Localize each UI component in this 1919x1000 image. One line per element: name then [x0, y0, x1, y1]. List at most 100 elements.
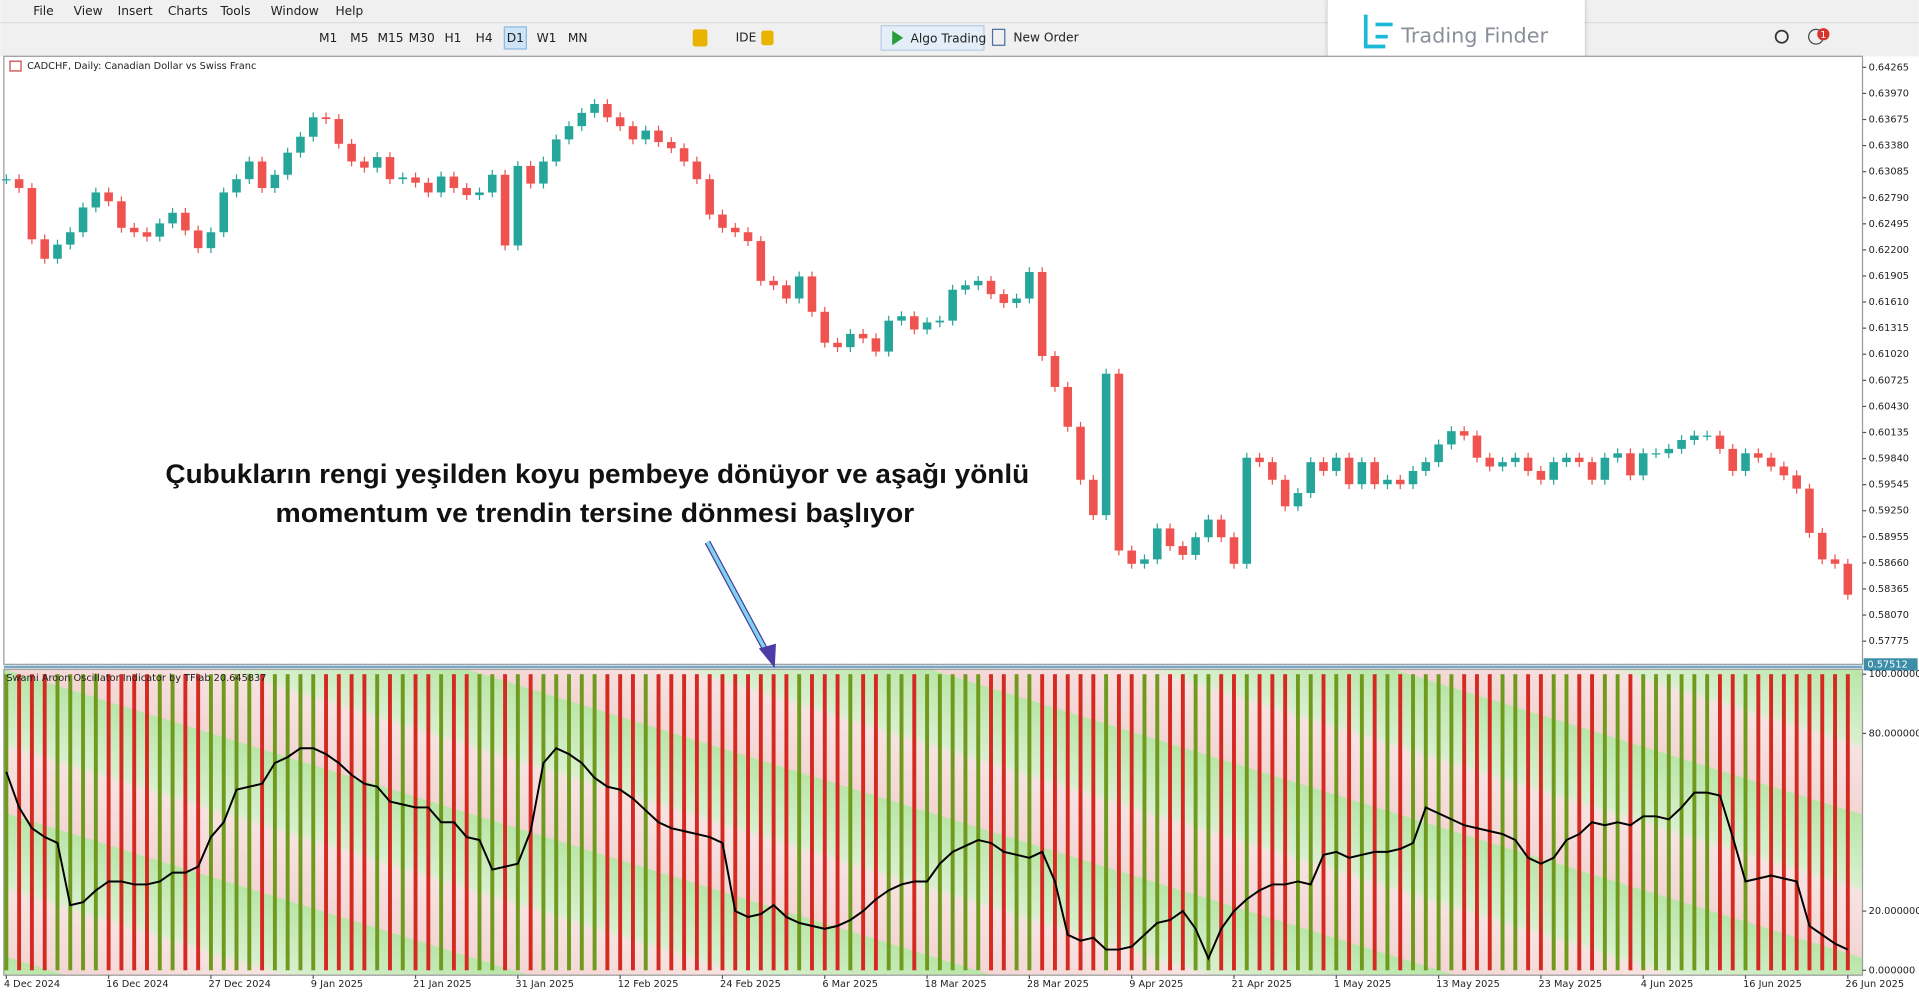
candle-body — [1076, 426, 1085, 480]
x-tick-label: 13 May 2025 — [1436, 979, 1500, 990]
oscillator-bar — [1756, 674, 1761, 971]
algo-button[interactable] — [880, 25, 985, 51]
candle-body — [1357, 462, 1367, 485]
candle-body — [1268, 462, 1277, 480]
candle-body — [206, 232, 216, 249]
oscillator-bar — [503, 674, 508, 971]
oscillator-bar — [643, 674, 648, 971]
menu-item[interactable]: Insert — [118, 4, 153, 18]
x-tick-label: 4 Jun 2025 — [1641, 979, 1694, 990]
y-tick-label: 100.000000 — [1869, 669, 1919, 680]
oscillator-bar — [528, 674, 533, 971]
price-pane — [3, 55, 1864, 666]
menu-item[interactable]: Window — [271, 4, 319, 18]
candle-body — [1332, 457, 1341, 471]
candle-body — [168, 212, 177, 224]
oscillator-bar — [1679, 674, 1684, 971]
y-tick-label: 0.59250 — [1869, 506, 1909, 517]
timeframe-button[interactable]: M30 — [409, 31, 435, 45]
y-tick-label: 0.64265 — [1869, 62, 1909, 73]
menu-item[interactable]: Charts — [168, 4, 208, 18]
menu-item[interactable]: File — [33, 4, 53, 18]
oscillator-bar — [1513, 674, 1518, 971]
new-order-button[interactable]: New Order — [1013, 30, 1079, 44]
brand-name: Trading Finder — [1400, 24, 1548, 48]
candle-body — [1293, 493, 1303, 507]
oscillator-bar — [963, 674, 968, 971]
oscillator-bar — [950, 674, 955, 971]
candle-body — [884, 320, 893, 352]
candle-body — [782, 285, 791, 299]
chart-title: CADCHF, Daily: Canadian Dollar vs Swiss … — [27, 61, 256, 72]
candle-body — [1651, 453, 1661, 455]
timeframe-button[interactable]: M1 — [319, 31, 337, 45]
oscillator-bar — [349, 674, 354, 971]
brand-logo — [1363, 14, 1393, 49]
algo-label[interactable]: Algo Trading — [911, 32, 987, 46]
candle-body — [1485, 457, 1495, 467]
x-tick-label: 4 Dec 2024 — [4, 979, 60, 990]
candle-body — [232, 179, 241, 193]
oscillator-bar — [873, 674, 878, 971]
oscillator-bar — [1142, 674, 1147, 971]
candle-body — [718, 214, 727, 228]
candle-body — [296, 136, 305, 153]
candle-body — [1127, 550, 1136, 564]
menu-item[interactable]: Help — [335, 4, 363, 18]
oscillator-bar — [1449, 674, 1454, 971]
oscillator-bar — [55, 674, 60, 971]
candle-body — [1383, 479, 1392, 485]
oscillator-bar — [132, 674, 137, 971]
oscillator-bar — [157, 674, 162, 971]
oscillator-bar — [912, 674, 917, 971]
oscillator-bar — [4, 674, 9, 971]
timeframe-button[interactable]: M15 — [377, 31, 403, 45]
ide-button[interactable]: IDE — [736, 30, 757, 44]
oscillator-bar — [554, 674, 559, 971]
oscillator-bar — [1423, 674, 1428, 971]
timeframe-button[interactable]: M5 — [350, 31, 368, 45]
x-tick-label: 16 Jun 2025 — [1743, 979, 1802, 990]
candle-body — [1562, 457, 1571, 463]
y-tick-label: 0.59545 — [1869, 480, 1909, 491]
timeframe-button[interactable]: D1 — [507, 31, 524, 45]
icon — [692, 29, 708, 47]
candle-body — [1511, 457, 1520, 463]
candle-body — [1012, 298, 1021, 303]
search-icon[interactable] — [1774, 29, 1789, 44]
oscillator-bar — [1564, 674, 1569, 971]
oscillator-bar — [1232, 674, 1236, 971]
timeframe-button[interactable]: H4 — [476, 31, 493, 45]
oscillator-bar — [618, 674, 623, 971]
oscillator-bar — [1487, 674, 1492, 971]
oscillator-bar — [1040, 674, 1045, 971]
candle-body — [743, 232, 753, 242]
candle-body — [564, 126, 574, 140]
oscillator-bar — [1052, 674, 1057, 971]
oscillator-bar — [272, 674, 277, 971]
candle-body — [1587, 462, 1597, 480]
candle-body — [1204, 519, 1213, 538]
menu-item[interactable]: View — [74, 4, 103, 18]
menu-item[interactable]: Tools — [219, 4, 250, 18]
candle-body — [1690, 435, 1699, 441]
timeframe-button[interactable]: MN — [568, 31, 588, 45]
oscillator-bar — [605, 674, 610, 971]
candle-body — [526, 165, 535, 184]
oscillator-bar — [758, 674, 763, 971]
oscillator-bar — [1334, 674, 1339, 971]
y-tick-label: 0.58955 — [1869, 532, 1909, 543]
x-tick-label: 18 Mar 2025 — [925, 979, 987, 990]
candle-body — [257, 161, 267, 189]
candle-body — [999, 294, 1009, 303]
candle-body — [577, 112, 587, 127]
timeframe-button[interactable]: W1 — [537, 31, 557, 45]
candle-body — [1613, 453, 1622, 458]
badge-count: 1 — [1820, 30, 1826, 41]
candle-body — [334, 119, 344, 144]
oscillator-bar — [260, 674, 265, 971]
timeframe-button[interactable]: H1 — [444, 31, 461, 45]
y-tick-label: 0.63085 — [1869, 167, 1909, 178]
oscillator-bar — [42, 674, 47, 971]
candle-body — [398, 177, 408, 180]
